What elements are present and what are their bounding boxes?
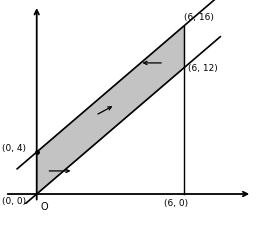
Text: (6, 0): (6, 0) bbox=[164, 199, 188, 208]
Text: (0, 0): (0, 0) bbox=[3, 197, 26, 206]
Text: (6, 12): (6, 12) bbox=[188, 64, 218, 73]
Text: Y: Y bbox=[36, 0, 44, 2]
Polygon shape bbox=[37, 26, 183, 194]
Text: O: O bbox=[40, 202, 48, 212]
Text: (6, 16): (6, 16) bbox=[183, 13, 214, 22]
Text: (0, 4): (0, 4) bbox=[3, 144, 26, 153]
